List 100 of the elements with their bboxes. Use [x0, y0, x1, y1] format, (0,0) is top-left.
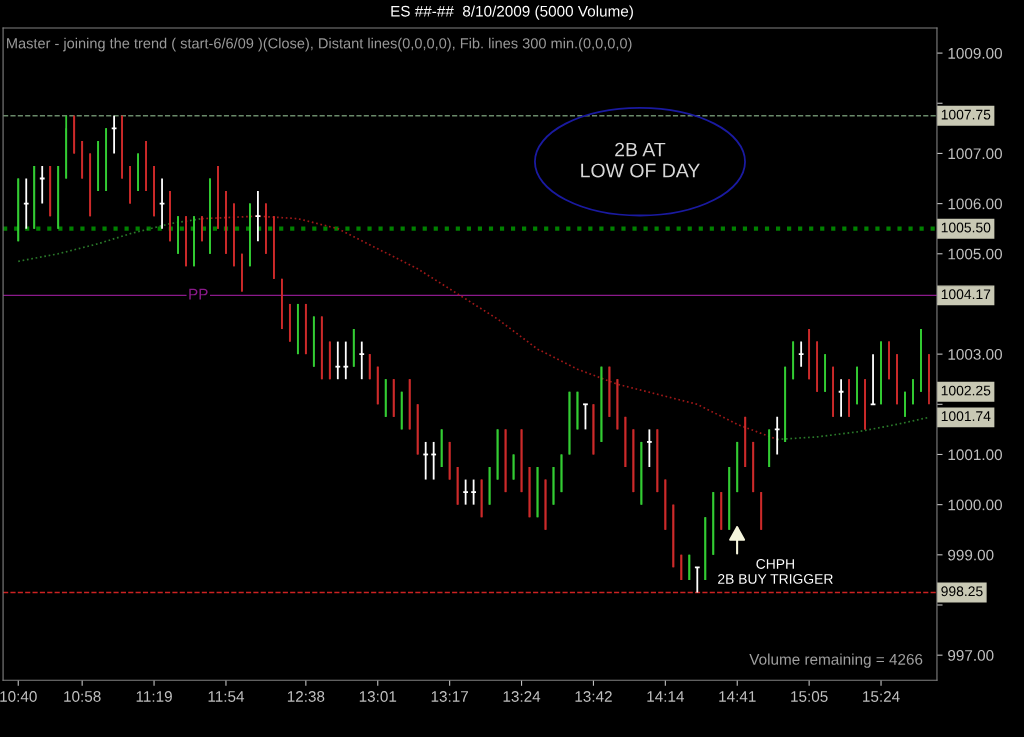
- candlestick: [233, 202, 235, 268]
- candlestick: [928, 353, 930, 406]
- chart-title: ES ##-## 8/10/2009 (5000 Volume): [391, 5, 633, 20]
- x-tick-label: 13:17: [431, 691, 468, 702]
- candlestick: [169, 190, 171, 243]
- x-tick-label: 14:14: [647, 691, 685, 702]
- candlestick: [201, 215, 203, 243]
- candlestick: [73, 114, 76, 155]
- candlestick: [81, 139, 84, 180]
- candlestick: [416, 403, 419, 456]
- candlestick: [808, 328, 811, 381]
- candlestick: [129, 165, 131, 205]
- candlestick: [704, 516, 707, 581]
- candlestick: [784, 365, 787, 443]
- candlestick: [720, 491, 723, 531]
- candlestick: [376, 365, 379, 406]
- candlestick: [185, 215, 187, 268]
- candlestick: [640, 441, 643, 506]
- candlestick: [400, 390, 403, 431]
- candlestick: [408, 378, 411, 431]
- x-tick-label: 13:42: [575, 691, 612, 702]
- candlestick: [736, 441, 739, 494]
- candlestick: [288, 303, 291, 343]
- ref-line-label: 1007.75: [941, 109, 991, 120]
- candlestick: [920, 328, 922, 393]
- candlestick: [880, 340, 882, 406]
- candlestick: [912, 378, 914, 406]
- x-tick-label: 13:01: [359, 691, 397, 702]
- candlestick: [217, 165, 219, 230]
- y-tick-label: 1003.00: [948, 349, 1002, 360]
- candlestick: [296, 303, 299, 356]
- annotation: Volume remaining = 4266: [749, 653, 923, 668]
- candlestick: [280, 277, 283, 330]
- candlestick: [824, 353, 827, 393]
- candlestick: [209, 177, 211, 255]
- x-tick-label: 15:05: [791, 691, 828, 702]
- candlestick: [249, 202, 251, 268]
- x-tick-label: 10:40: [0, 691, 37, 702]
- candlestick: [97, 139, 100, 192]
- candlestick: [137, 152, 139, 192]
- candlestick: [760, 491, 763, 531]
- y-tick-label: 999.00: [948, 549, 994, 561]
- x-tick-label: 11:19: [136, 691, 172, 702]
- annotation: 2B AT LOW OF DAY: [581, 142, 700, 178]
- y-tick-label: 1000.00: [948, 499, 1002, 511]
- line-series: [17, 217, 203, 263]
- candlestick: [792, 340, 795, 381]
- candlestick: [728, 466, 731, 531]
- candlestick: [105, 127, 108, 192]
- candlestick: [264, 202, 267, 255]
- candlestick: [145, 139, 147, 192]
- text: 1002.25: [941, 385, 991, 396]
- candlestick: [384, 378, 387, 418]
- candlestick: [864, 378, 866, 431]
- candlestick: [352, 328, 355, 368]
- ref-line-label: 998.25: [941, 586, 983, 597]
- y-tick-label: 1006.00: [948, 198, 1002, 210]
- candlestick: [304, 303, 307, 356]
- candlestick: [65, 114, 68, 180]
- candlestick: [448, 441, 451, 481]
- candlestick: [328, 340, 331, 381]
- candlestick: [848, 378, 850, 418]
- candlestick: [680, 553, 683, 581]
- y-tick-label: 1007.00: [948, 148, 1002, 160]
- candlestick: [816, 340, 819, 393]
- ref-line-label: 1005.50: [941, 222, 991, 233]
- y-tick-label: 997.00: [948, 650, 994, 661]
- candlestick: [664, 478, 667, 531]
- candlestick: [320, 315, 323, 381]
- x-tick-label: 12:38: [287, 691, 325, 702]
- candlestick: [896, 353, 898, 406]
- candlestick: [241, 252, 243, 293]
- candlestick: [656, 428, 659, 494]
- candlestick: [744, 415, 747, 468]
- x-tick-label: 11:54: [208, 691, 245, 702]
- candlestick: [193, 215, 195, 268]
- candlestick: [89, 152, 92, 218]
- y-tick-label: 1005.00: [948, 248, 1002, 260]
- x-tick-label: 15:24: [863, 691, 900, 702]
- text: Master - joining the trend ( start-6/6/09 )(Close), Distant lines(0,0,0,0), Fib. lines 300 min.(0,0,0,0): [7, 37, 632, 52]
- line-series: [776, 416, 930, 441]
- candlestick: [121, 114, 124, 180]
- candlestick: [888, 340, 890, 381]
- candlestick: [153, 165, 155, 218]
- candlestick: [368, 353, 371, 381]
- y-tick-label: 1009.00: [948, 47, 1002, 59]
- candlestick: [856, 365, 858, 406]
- candlestick: [312, 315, 315, 368]
- candlestick: [904, 390, 906, 418]
- candlestick: [33, 165, 36, 230]
- annotation: CHPH 2B BUY TRIGGER: [718, 559, 833, 584]
- candlestick: [456, 466, 459, 506]
- x-tick-label: 10:58: [64, 691, 101, 702]
- ref-line-label: 1004.17: [941, 289, 991, 300]
- candlestick: [225, 190, 227, 255]
- candlestick: [712, 491, 715, 556]
- candlestick: [768, 428, 771, 468]
- candlestick: [17, 177, 20, 243]
- annotation: PP: [189, 288, 208, 300]
- candlestick: [272, 215, 275, 280]
